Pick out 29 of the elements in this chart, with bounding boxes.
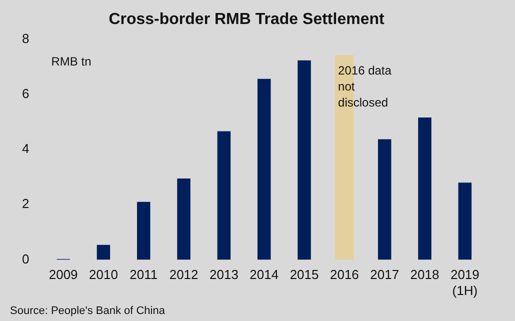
bar — [298, 60, 311, 260]
y-tick-label: 4 — [22, 141, 30, 156]
x-tick-label: 2010 — [89, 267, 118, 282]
x-tick-label: 2009 — [48, 267, 78, 282]
chart-title: Cross-border RMB Trade Settlement — [108, 11, 385, 28]
y-tick-label: 2 — [22, 196, 30, 212]
bar — [257, 78, 271, 260]
x-tick-label: 2019 (1H) — [450, 267, 480, 298]
x-tick-label: 2014 — [250, 267, 279, 282]
y-tick-label: 8 — [22, 30, 30, 46]
bar — [177, 178, 190, 260]
x-tick-label: 2012 — [169, 267, 198, 282]
band-label: 2016 data not disclosed — [338, 64, 392, 110]
x-tick-label: 2016 — [330, 267, 359, 282]
y-tick-label: 0 — [22, 251, 30, 266]
bar — [418, 118, 432, 260]
bar — [458, 182, 472, 260]
x-tick-label: 2011 — [130, 267, 158, 282]
source-note: Source: People's Bank of China — [10, 305, 166, 318]
x-tick-label: 2013 — [209, 267, 238, 282]
y-axis-title: RMB tn — [51, 54, 92, 69]
bar — [96, 244, 110, 260]
x-tick-label: 2017 — [370, 267, 400, 282]
x-tick-label: 2018 — [410, 267, 440, 282]
x-tick-label: 2015 — [290, 267, 319, 282]
bar — [137, 202, 150, 260]
y-tick-label: 6 — [22, 86, 30, 101]
bar — [378, 139, 392, 260]
bar — [217, 131, 231, 260]
